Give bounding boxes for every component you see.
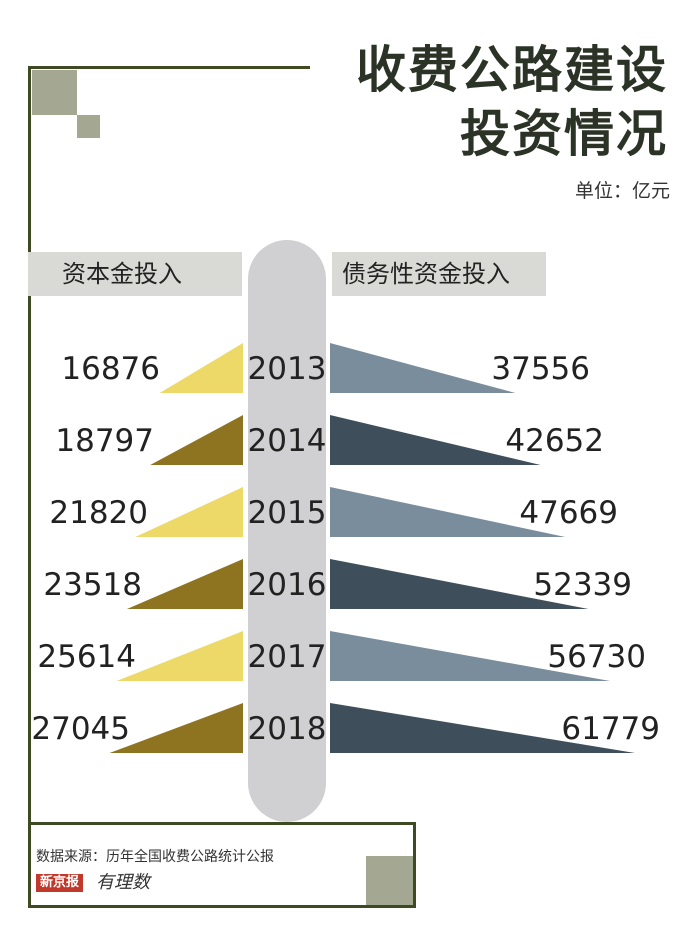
left-value-2018: 27045 [31,711,130,747]
newspaper-logo: 新京报 [36,874,84,892]
left-value-2017: 25614 [37,639,136,675]
right-bar-2014 [330,415,541,465]
left-value-2013: 16876 [61,351,160,387]
right-bar-2018 [330,703,635,753]
left-bar-2014 [150,415,243,465]
frame-right-line [413,822,416,908]
unit-label: 单位：亿元 [574,180,670,202]
left-bar-2017 [116,631,243,681]
frame-top-line [28,66,310,69]
left-bar-2013 [159,343,243,393]
year-pill [248,240,326,822]
year-label-2016: 2016 [248,567,327,603]
decor-square-bottom [366,856,413,905]
chart-title-line2: 投资情况 [460,105,668,163]
right-value-2016: 52339 [533,567,632,603]
decor-square-small [77,115,100,138]
right-value-2015: 47669 [519,495,618,531]
frame-bottom-line [28,905,416,908]
right-bar-2015 [330,487,566,537]
right-value-2017: 56730 [547,639,646,675]
right-series-header: 债务性资金投入 [332,252,546,296]
year-label-2014: 2014 [248,423,327,459]
column-logo: 有理数 [96,872,150,893]
chart-title-line1: 收费公路建设 [356,41,668,99]
right-bar-2017 [330,631,611,681]
left-series-header: 资本金投入 [28,252,242,296]
decor-square-large [32,70,77,115]
left-bar-2016 [126,559,243,609]
right-bar-2016 [330,559,589,609]
right-value-2018: 61779 [561,711,660,747]
year-label-2013: 2013 [248,351,327,387]
frame-inner-top-line [28,822,416,825]
frame-left-line [28,66,31,908]
year-label-2018: 2018 [248,711,327,747]
left-value-2015: 21820 [49,495,148,531]
left-bar-2015 [135,487,243,537]
left-value-2016: 23518 [43,567,142,603]
year-label-2015: 2015 [248,495,327,531]
right-bar-2013 [330,343,516,393]
right-value-2014: 42652 [505,423,604,459]
left-value-2014: 18797 [55,423,154,459]
year-label-2017: 2017 [248,639,327,675]
right-value-2013: 37556 [491,351,590,387]
source-note: 数据来源：历年全国收费公路统计公报 [36,849,274,865]
left-bar-2018 [109,703,243,753]
